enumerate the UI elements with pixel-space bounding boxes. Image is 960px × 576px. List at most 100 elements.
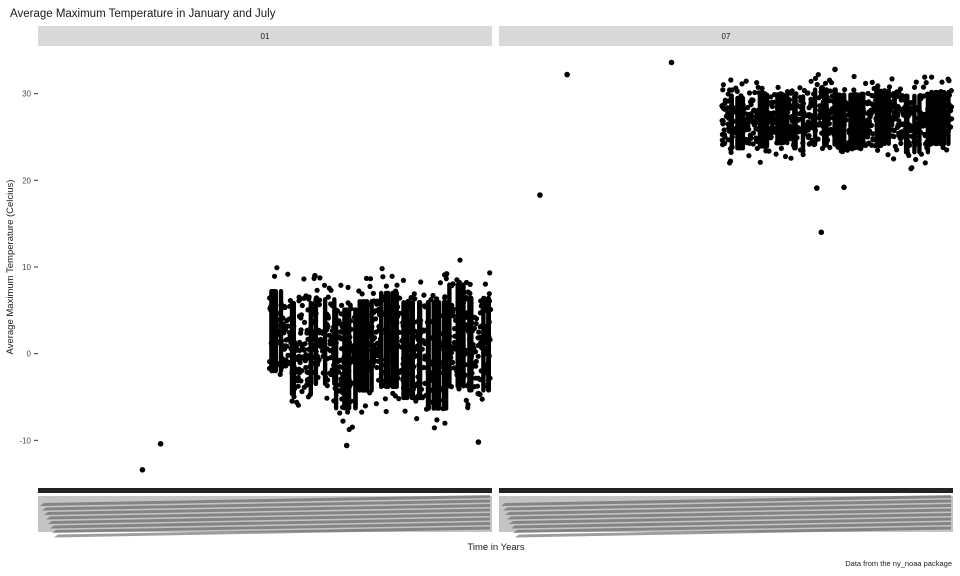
- data-point: [408, 295, 414, 301]
- data-point: [929, 74, 935, 80]
- data-point: [295, 354, 301, 360]
- data-point: [922, 160, 928, 166]
- data-point: [865, 134, 871, 140]
- data-point-stack: [271, 289, 276, 374]
- data-point: [296, 377, 302, 383]
- data-point-stack: [776, 92, 781, 146]
- data-point: [467, 290, 473, 296]
- data-point-stack: [882, 88, 887, 146]
- data-point: [868, 122, 875, 128]
- data-point: [739, 81, 745, 87]
- data-point: [899, 95, 905, 101]
- data-point: [755, 84, 761, 90]
- x-tick-label-band: [505, 504, 951, 515]
- data-point-stack: [912, 93, 917, 155]
- data-point-stack: [426, 300, 431, 411]
- data-point: [744, 116, 751, 122]
- data-point: [373, 401, 379, 407]
- data-point: [299, 343, 305, 349]
- data-point: [721, 127, 727, 133]
- facet-strip-label: 07: [722, 32, 731, 41]
- data-point: [373, 349, 379, 355]
- data-point-stack: [410, 300, 415, 401]
- data-point-stack: [855, 92, 861, 151]
- data-point: [383, 408, 389, 415]
- data-point-stack: [824, 87, 829, 147]
- data-point: [808, 96, 814, 102]
- facet-strip: [38, 26, 492, 46]
- data-point: [913, 156, 919, 163]
- data-point: [896, 118, 902, 124]
- data-point: [396, 396, 402, 402]
- data-point: [283, 363, 289, 369]
- data-point: [375, 301, 381, 307]
- data-points: [139, 257, 494, 473]
- data-point: [301, 347, 307, 353]
- data-point: [725, 91, 731, 97]
- x-tick-label-band: [48, 513, 490, 524]
- data-point: [482, 281, 488, 287]
- data-point-stack: [308, 300, 313, 397]
- data-point: [748, 135, 754, 141]
- facet-strip: [499, 26, 953, 46]
- data-point-stack: [874, 91, 880, 148]
- data-point-stack: [903, 93, 909, 155]
- data-point: [805, 90, 811, 96]
- data-point-stack: [403, 300, 409, 401]
- data-point: [812, 75, 819, 81]
- data-point: [722, 134, 728, 140]
- data-point: [748, 102, 754, 108]
- data-point: [284, 318, 290, 324]
- data-point: [778, 145, 785, 151]
- data-point: [770, 120, 776, 126]
- data-point: [890, 91, 897, 97]
- data-point: [473, 363, 479, 369]
- data-point: [303, 352, 309, 358]
- data-point: [476, 390, 482, 396]
- data-point: [473, 316, 480, 322]
- data-point-outlier: [564, 71, 570, 78]
- data-point: [301, 276, 307, 282]
- data-point: [722, 100, 728, 106]
- data-point-stack: [852, 92, 857, 151]
- data-point: [297, 339, 303, 345]
- data-point: [486, 291, 492, 297]
- data-point: [770, 125, 776, 131]
- x-tick-label-shadow: [499, 496, 953, 532]
- data-point: [908, 166, 914, 172]
- data-point: [338, 282, 344, 288]
- data-point-stack: [342, 307, 347, 411]
- data-point: [744, 140, 750, 146]
- x-tick-label-band: [52, 522, 490, 533]
- data-point-stack: [735, 95, 740, 151]
- data-point: [746, 90, 753, 96]
- x-tick-label-band: [44, 504, 490, 515]
- data-point: [875, 83, 881, 89]
- data-point: [898, 140, 904, 146]
- data-point: [467, 281, 473, 287]
- data-point: [382, 396, 388, 402]
- data-point: [789, 88, 795, 94]
- data-point: [865, 110, 871, 117]
- data-point: [886, 84, 893, 90]
- data-point: [285, 352, 291, 358]
- data-point: [889, 117, 895, 123]
- data-point-stack: [739, 95, 745, 151]
- data-point-stack: [363, 299, 369, 393]
- data-point: [339, 302, 345, 308]
- data-point: [720, 82, 727, 88]
- data-point-stack: [461, 282, 466, 389]
- data-point: [304, 330, 310, 336]
- data-point: [316, 297, 323, 303]
- data-point: [766, 148, 772, 154]
- data-point: [891, 156, 897, 162]
- data-point: [727, 158, 734, 164]
- data-point: [923, 80, 929, 86]
- data-point: [851, 87, 857, 93]
- data-point: [304, 369, 310, 375]
- data-point: [800, 151, 806, 158]
- data-point: [437, 280, 443, 286]
- data-point-outlier: [832, 66, 838, 73]
- data-point: [374, 364, 380, 371]
- x-tick-label-band: [46, 508, 490, 520]
